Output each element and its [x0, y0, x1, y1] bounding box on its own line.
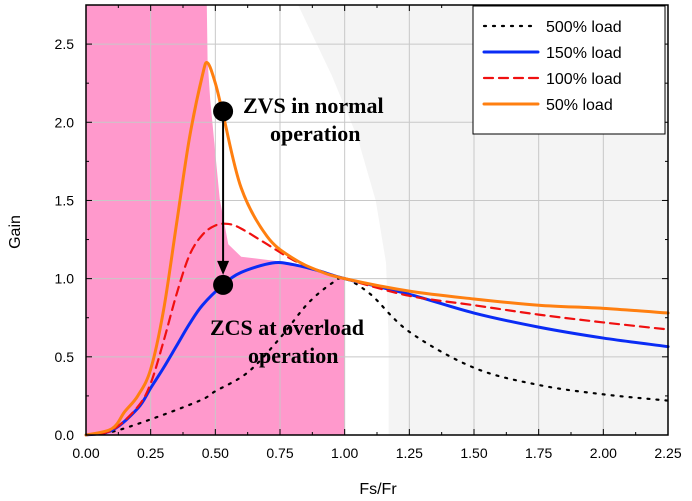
y-tick-label: 1.5: [55, 192, 75, 208]
x-tick-label: 1.75: [525, 445, 552, 461]
x-tick-label: 0.75: [266, 445, 293, 461]
y-axis-label: Gain: [7, 215, 24, 249]
x-tick-label: 0.25: [137, 445, 164, 461]
x-tick-label: 1.00: [331, 445, 358, 461]
zcs-label-line2: operation: [248, 343, 338, 368]
zvs-label-line2: operation: [270, 121, 360, 146]
plot-frame: [85, 4, 669, 436]
x-tick-label: 0.50: [202, 445, 229, 461]
y-tick-label: 2.0: [55, 114, 75, 130]
legend-label: 150% load: [546, 45, 622, 62]
y-tick-label: 0.5: [55, 349, 75, 365]
x-tick-label: 2.25: [654, 445, 681, 461]
zvs-label-line1: ZVS in normal: [243, 93, 384, 118]
arrow-head-icon: [217, 260, 230, 275]
legend-label: 500% load: [546, 19, 622, 36]
zcs-label-line1: ZCS at overload: [210, 315, 364, 340]
tick-labels: 0.00 0.25 0.50 0.75 1.00 1.25 1.50 1.75 2.00 2.25…: [55, 36, 682, 461]
x-tick-label: 1.25: [396, 445, 423, 461]
y-tick-label: 0.0: [55, 427, 75, 443]
x-tick-label: 1.50: [460, 445, 487, 461]
legend: 500% load 150% load 100% load 50% load: [472, 5, 666, 135]
series-100-load: [84, 222, 670, 437]
legend-label: 100% load: [546, 71, 622, 88]
zcs-point: [213, 274, 234, 295]
x-tick-label: 2.00: [590, 445, 617, 461]
x-axis-label: Fs/Fr: [359, 481, 397, 498]
annotations: ZVS in normal operation ZCS at overload …: [210, 93, 384, 368]
legend-label: 50% load: [546, 97, 613, 114]
series-50-load: [84, 61, 670, 437]
legend-box: [472, 5, 666, 135]
y-tick-label: 2.5: [55, 36, 75, 52]
series-lines: [84, 61, 670, 437]
zvs-point: [213, 101, 234, 122]
x-tick-label: 0.00: [72, 445, 99, 461]
series-150-load: [84, 261, 670, 437]
y-tick-label: 1.0: [55, 271, 75, 287]
series-500-load: [84, 276, 670, 437]
